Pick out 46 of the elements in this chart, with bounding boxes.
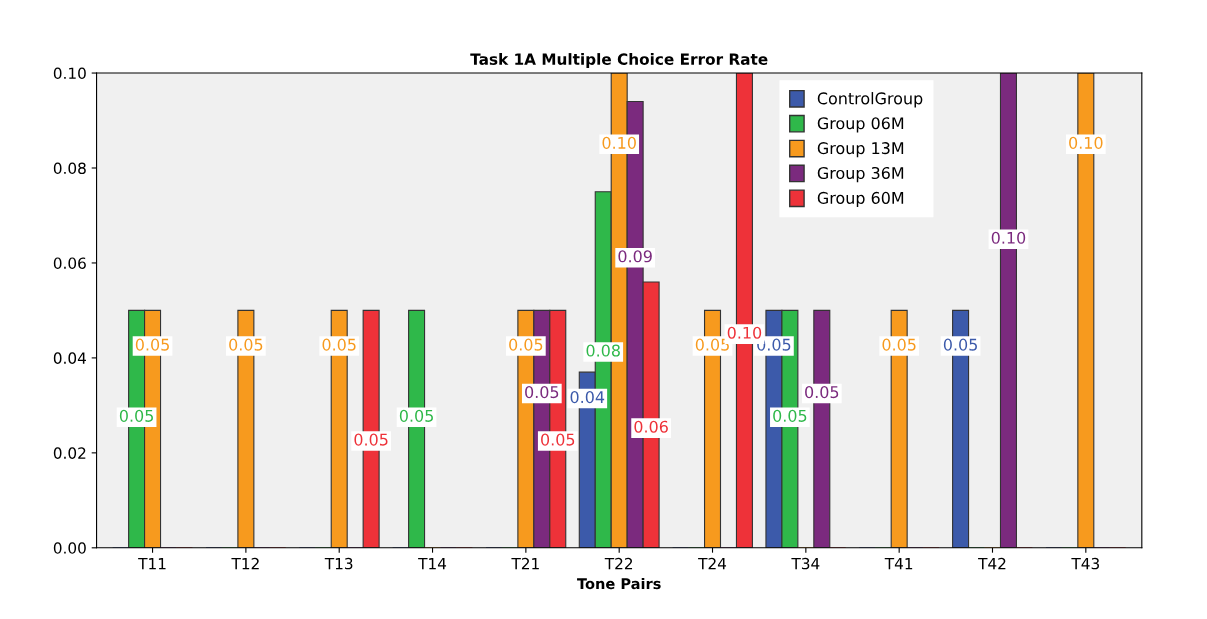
data-label: 0.05 [322,338,356,351]
x-tick-label: T41 [884,558,913,570]
x-tick-label: T11 [138,558,166,570]
chart-title: Task 1A Multiple Choice Error Rate [470,53,768,68]
x-tick-label: T24 [698,557,727,570]
x-axis-title: Tone Pairs [577,577,661,590]
data-label: 0.06 [634,420,668,433]
y-tick-label: 0.10 [53,67,86,80]
x-tick-label: T34 [791,557,820,570]
y-tick-label: 0.04 [53,352,86,364]
data-label: 0.08 [586,344,620,357]
data-label: 0.10 [1069,136,1103,149]
data-label: 0.05 [773,409,807,422]
data-label: 0.05 [541,433,575,446]
data-label: 0.05 [509,338,543,351]
data-label: 0.05 [229,338,263,351]
y-tick-label: 0.08 [53,162,86,175]
data-label: 0.04 [570,391,605,404]
x-tick-label: T43 [1071,557,1099,570]
data-label: 0.05 [943,338,977,351]
legend-label: ControlGroup [817,92,923,108]
legend-label: Group 60M [817,191,904,208]
x-tick-label: T21 [511,557,539,570]
data-label: 0.05 [135,338,169,351]
legend-label: Group 13M [817,142,904,158]
data-label: 0.05 [119,409,153,422]
data-label: 0.05 [882,338,916,351]
data-label: 0.10 [602,136,636,149]
data-label: 0.05 [525,386,559,399]
data-label: 0.05 [354,433,388,446]
y-tick-label: 0.02 [53,447,86,459]
data-label: 0.09 [618,250,652,263]
data-label: 0.05 [695,338,729,351]
x-tick-label: T13 [324,557,353,570]
y-tick-label: 0.00 [53,542,86,554]
x-tick-label: T42 [978,557,1006,570]
data-label: 0.10 [991,231,1026,244]
legend-label: Group 06M [817,117,904,133]
data-label: 0.05 [805,386,839,399]
x-tick-label: T12 [231,557,259,570]
data-label: 0.10 [727,326,762,339]
legend-label: Group 36M [817,166,904,183]
x-tick-label: T14 [418,558,447,570]
y-tick-label: 0.06 [53,257,86,269]
data-label: 0.05 [399,409,433,422]
x-tick-label: T22 [604,557,633,570]
